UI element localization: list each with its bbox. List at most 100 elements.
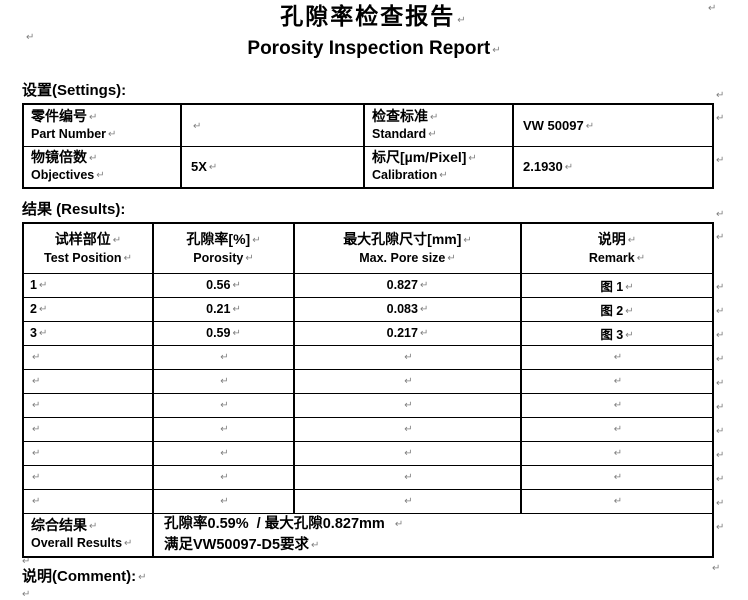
header-max-pore-size: 最大孔隙尺寸[mm] Max. Pore size xyxy=(293,222,522,274)
row-end-mark xyxy=(716,301,724,319)
paragraph-mark xyxy=(87,108,97,124)
cell-porosity xyxy=(152,416,295,442)
overall-results-label-cell: 综合结果 Overall Results xyxy=(22,512,154,557)
cell-porosity xyxy=(152,392,295,418)
paragraph-mark xyxy=(635,251,645,265)
paragraph-mark xyxy=(191,118,201,133)
paragraph-mark xyxy=(402,374,412,388)
paragraph-mark xyxy=(22,584,30,600)
objectives-value-cell: 5X xyxy=(180,145,365,189)
cell-test-position: 1 xyxy=(22,272,154,298)
paragraph-mark xyxy=(37,326,47,340)
paragraph-mark xyxy=(402,446,412,460)
cell-pore-size: 0.217 xyxy=(293,320,522,346)
paragraph-mark xyxy=(584,118,594,133)
report-title-en-text: Porosity Inspection Report xyxy=(247,38,491,59)
row-end-mark xyxy=(716,85,724,103)
paragraph-mark xyxy=(106,127,116,141)
paragraph-mark xyxy=(218,494,228,508)
cell-test-position xyxy=(22,368,154,394)
paragraph-mark xyxy=(26,27,34,45)
header-porosity: 孔隙率[%] Porosity xyxy=(152,222,295,274)
paragraph-mark xyxy=(461,231,471,247)
results-header-row: 试样部位 Test Position 孔隙率[%] Porosity 最大孔隙尺… xyxy=(22,222,714,274)
cell-test-position: 2 xyxy=(22,296,154,322)
paragraph-mark xyxy=(418,326,428,340)
table-row: 10.560.827图 1 xyxy=(22,272,714,298)
table-row xyxy=(22,368,714,394)
paragraph-mark xyxy=(455,3,467,30)
paragraph-mark xyxy=(612,350,622,364)
paragraph-mark xyxy=(37,278,47,292)
row-end-mark xyxy=(716,373,724,391)
paragraph-mark xyxy=(122,536,132,550)
cell-pore-size xyxy=(293,488,522,514)
row-end-mark xyxy=(716,150,724,168)
overall-results-value-cell: 孔隙率0.59% / 最大孔隙0.827mm 满足VW50097-D5要求 xyxy=(152,512,714,557)
row-end-mark xyxy=(716,493,724,511)
paragraph-mark xyxy=(612,398,622,412)
paragraph-mark xyxy=(708,0,716,16)
paragraph-mark xyxy=(30,374,40,388)
cell-porosity xyxy=(152,368,295,394)
paragraph-mark xyxy=(207,159,217,174)
paragraph-mark xyxy=(418,302,428,316)
paragraph-mark xyxy=(94,168,104,182)
paragraph-mark xyxy=(218,398,228,412)
row-end-mark xyxy=(716,469,724,487)
results-table: 试样部位 Test Position 孔隙率[%] Porosity 最大孔隙尺… xyxy=(22,222,714,558)
row-end-mark xyxy=(716,108,724,126)
cell-remark xyxy=(520,440,714,466)
paragraph-mark xyxy=(243,251,253,265)
part-number-label-cell: 零件编号 Part Number xyxy=(22,103,182,147)
row-end-mark xyxy=(716,349,724,367)
paragraph-mark xyxy=(309,537,319,553)
cell-remark xyxy=(520,416,714,442)
cell-remark: 图 1 xyxy=(520,272,714,298)
paragraph-mark xyxy=(22,551,30,569)
comment-heading-text: 说明(Comment): xyxy=(22,567,137,585)
standard-label-cell: 检查标准 Standard xyxy=(363,103,514,147)
cell-remark: 图 3 xyxy=(520,320,714,346)
row-end-mark xyxy=(716,421,724,439)
paragraph-mark xyxy=(626,231,636,247)
cell-porosity xyxy=(152,440,295,466)
cell-pore-size xyxy=(293,344,522,370)
cell-pore-size xyxy=(293,416,522,442)
paragraph-mark xyxy=(30,422,40,436)
cell-pore-size: 0.827 xyxy=(293,272,522,298)
paragraph-mark xyxy=(111,231,121,247)
table-row xyxy=(22,344,714,370)
settings-table: 零件编号 Part Number 检查标准 Standard VW 50097 … xyxy=(22,103,714,189)
paragraph-mark xyxy=(612,446,622,460)
cell-remark xyxy=(520,392,714,418)
paragraph-mark xyxy=(218,422,228,436)
row-end-mark xyxy=(716,204,724,222)
cell-remark xyxy=(520,488,714,514)
comment-heading: 说明(Comment): xyxy=(22,567,748,588)
cell-porosity xyxy=(152,344,295,370)
table-row xyxy=(22,416,714,442)
settings-heading-text: 设置(Settings): xyxy=(22,82,127,99)
table-row xyxy=(22,488,714,514)
cell-remark xyxy=(520,344,714,370)
paragraph-mark xyxy=(87,517,97,533)
cell-porosity: 0.56 xyxy=(152,272,295,298)
paragraph-mark xyxy=(612,470,622,484)
paragraph-mark xyxy=(612,494,622,508)
paragraph-mark xyxy=(623,304,633,318)
paragraph-mark xyxy=(218,446,228,460)
results-heading: 结果 (Results): xyxy=(22,200,748,220)
paragraph-mark xyxy=(250,231,260,247)
paragraph-mark xyxy=(30,398,40,412)
paragraph-mark xyxy=(466,149,476,165)
row-end-mark xyxy=(716,325,724,343)
table-row: 物镜倍数 Objectives 5X 标尺[µm/Pixel] Calibrat… xyxy=(22,145,714,189)
paragraph-mark xyxy=(563,159,573,174)
cell-remark xyxy=(520,464,714,490)
paragraph-mark xyxy=(612,374,622,388)
row-end-mark xyxy=(716,517,724,535)
paragraph-mark xyxy=(218,470,228,484)
cell-test-position xyxy=(22,440,154,466)
